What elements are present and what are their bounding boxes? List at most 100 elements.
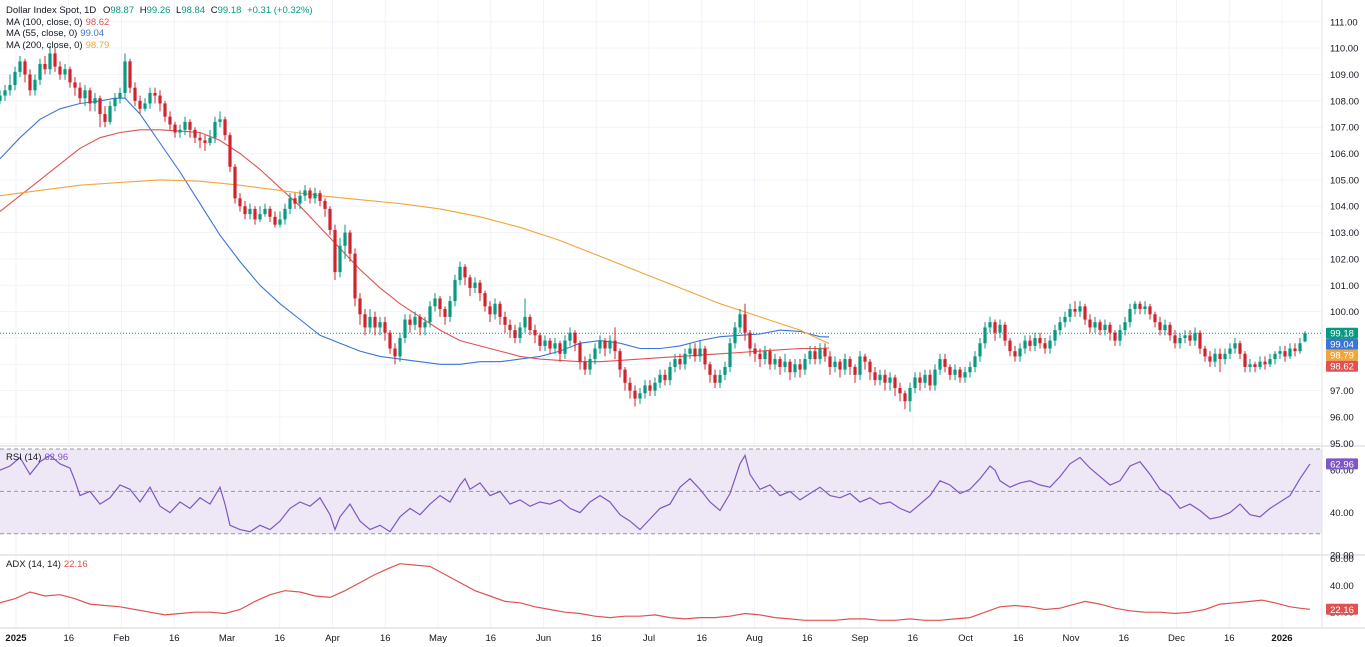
candle-body (748, 332, 752, 349)
candle-up (803, 353, 807, 375)
candle-body (1078, 306, 1082, 312)
candle-body (728, 343, 732, 367)
candle-up (113, 92, 117, 112)
candles (0, 45, 1307, 412)
candle-up (448, 295, 452, 323)
candle-body (648, 385, 652, 391)
candle-body (443, 308, 447, 317)
time-tick-label: Dec (1168, 633, 1185, 644)
candle-body (798, 364, 802, 370)
candle-body (1243, 353, 1247, 367)
candle-body (78, 87, 82, 99)
candle-body (673, 359, 677, 367)
candle-body (878, 374, 882, 381)
candle-body (1228, 348, 1232, 354)
candle-down (1003, 322, 1007, 346)
candle-body (1068, 308, 1072, 317)
candle-up (413, 311, 417, 331)
candle-down (618, 348, 622, 378)
price-tick-label: 97.00 (1330, 386, 1354, 397)
candle-up (1068, 303, 1072, 323)
legend-adx[interactable]: ADX (14, 14) 22.16 (6, 559, 88, 571)
candle-down (508, 319, 512, 338)
candle-down (1028, 335, 1032, 352)
candle-up (1233, 337, 1237, 354)
candle-up (38, 58, 42, 86)
candle-up (963, 366, 967, 383)
candle-down (1293, 343, 1297, 357)
candle-down (1168, 322, 1172, 341)
candle-body (3, 90, 7, 96)
candle-up (643, 380, 647, 399)
candle-body (963, 372, 967, 378)
candle-down (663, 369, 667, 386)
candle-up (493, 298, 497, 320)
time-tick-label: Mar (219, 633, 235, 644)
candle-body (1168, 324, 1172, 336)
candle-up (908, 382, 912, 412)
adx-value-bg (1326, 603, 1358, 615)
candle-body (788, 361, 792, 373)
candle-body (143, 103, 147, 109)
candle-down (153, 87, 157, 104)
candle-body (363, 314, 367, 328)
candle-body (623, 369, 627, 383)
candle-body (338, 245, 342, 273)
candle-body (43, 63, 47, 70)
legend-rsi[interactable]: RSI (14) 62.96 (6, 452, 68, 464)
candle-body (183, 121, 187, 130)
candle-down (1218, 348, 1222, 373)
candle-body (718, 374, 722, 383)
legend-ma100[interactable]: MA (100, close, 0) 98.62 (6, 17, 313, 29)
price-label-text: 99.04 (1330, 340, 1354, 351)
price-label-bg (1326, 360, 1358, 372)
candle-up (773, 353, 777, 370)
ohlc-close: C99.18 (210, 5, 242, 16)
candle-up (1033, 332, 1037, 352)
candle-down (948, 364, 952, 381)
candle-down (1208, 351, 1212, 367)
candle-up (1183, 330, 1187, 344)
candle-up (968, 361, 972, 378)
candle-down (958, 366, 962, 383)
rsi-tick-label: 20.00 (1330, 551, 1354, 562)
candle-down (348, 229, 352, 262)
candle-down (573, 330, 577, 352)
candle-body (263, 208, 267, 215)
candle-down (1153, 311, 1157, 328)
price-tick-label: 105.00 (1330, 175, 1359, 186)
candle-body (383, 322, 387, 333)
candle-down (548, 337, 552, 354)
candle-body (703, 348, 707, 365)
candle-up (658, 369, 662, 389)
candle-down (758, 348, 762, 367)
candle-up (668, 361, 672, 386)
candle-body (588, 359, 592, 370)
candle-body (428, 306, 432, 323)
candle-body (133, 87, 137, 101)
candle-body (493, 303, 497, 315)
candle-body (1298, 343, 1302, 352)
candle-down (603, 337, 607, 357)
candle-body (1148, 306, 1152, 315)
candle-body (308, 190, 312, 199)
price-tick-label: 103.00 (1330, 228, 1359, 239)
legend-ma200[interactable]: MA (200, close, 0) 98.79 (6, 40, 313, 52)
price-label: 98.62 (1326, 360, 1358, 373)
candle-body (293, 198, 297, 204)
candle-body (1053, 330, 1057, 341)
candle-body (893, 377, 897, 389)
candle-body (1223, 353, 1227, 360)
candle-body (498, 303, 502, 317)
candle-body (853, 366, 857, 375)
legend-ma55[interactable]: MA (55, close, 0) 99.04 (6, 28, 313, 40)
candle-down (1173, 330, 1177, 349)
candle-body (518, 327, 522, 338)
candle-body (1303, 333, 1307, 342)
candle-body (868, 361, 872, 373)
candle-body (1013, 351, 1017, 357)
candle-body (1033, 337, 1037, 346)
candle-body (53, 53, 57, 67)
